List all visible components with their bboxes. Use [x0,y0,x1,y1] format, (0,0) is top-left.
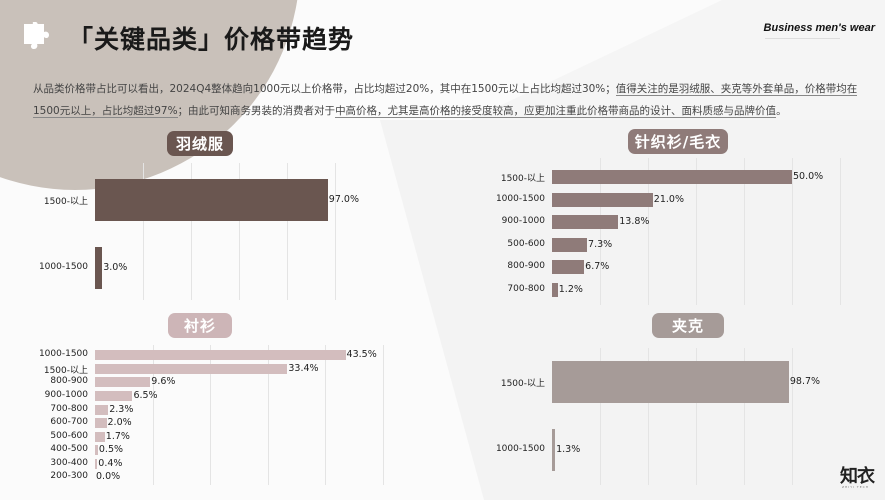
gridline [210,345,212,485]
gridline [152,345,154,485]
category-label: 1000-1500 [38,349,88,359]
bar [95,445,98,455]
gridline [143,163,144,300]
chart-title-pill: 针织衫/毛衣 [628,129,728,154]
bar [95,350,346,360]
bar [552,283,558,297]
description-text: 。 [776,105,787,117]
value-label: 43.5% [346,349,377,360]
gridline [792,348,793,485]
value-label: 13.8% [619,216,650,227]
category-label: 800-900 [50,376,88,386]
logo-subtitle: ZHIYI TECH [842,485,869,489]
value-label: 2.3% [109,403,134,415]
bar [552,429,556,471]
bar [95,391,133,401]
brand-divider [765,38,840,39]
value-label: 0.5% [98,444,124,455]
gridline [335,163,336,300]
brand-label: Business men's wear [763,22,875,34]
bar [552,361,789,403]
category-label: 1500-以上 [43,365,88,376]
logo: 知衣 [840,466,875,487]
gridline [648,348,649,485]
value-label: 50.0% [793,171,824,182]
category-label: 400-500 [50,444,88,454]
category-label: 200-300 [50,471,88,481]
description-text: ；由此可知商务男装的消费者对于 [177,105,336,117]
bar [95,418,107,428]
bar [95,377,151,387]
category-label: 700-800 [507,284,545,294]
gridline [696,158,697,305]
bar [95,431,105,442]
gridline [744,348,745,485]
category-label: 600-700 [50,417,88,427]
bar [95,363,288,374]
bar [95,458,98,469]
gridline [239,163,240,300]
bar [552,215,619,229]
description-text: 从品类价格带占比可以看出，2024Q4整体趋向1000元以上价格带，占比均超过2… [33,83,616,95]
value-label: 1.3% [556,444,581,455]
value-label: 21.0% [653,194,684,205]
gridline [792,158,793,305]
description-highlight: 中高价格，尤其是高价格的接受度较高，应更加注重此价格带商品的设计、面料质感与品牌… [335,105,777,118]
category-label: 1000-1500 [38,262,88,272]
value-label: 98.7% [789,376,821,387]
gridline [287,163,288,300]
value-label: 97.0% [328,194,359,205]
value-label: 1.7% [105,430,130,442]
puzzle-icon [24,22,49,49]
gridline [267,345,269,485]
category-label: 1500-以上 [43,197,88,207]
bar [552,193,653,207]
category-label: 800-900 [507,261,545,271]
value-label: 0.4% [98,457,123,469]
chart-title-pill: 夹克 [652,313,724,338]
bar [95,404,109,415]
value-label: 6.5% [133,390,158,401]
value-label: 7.3% [588,239,613,250]
description-paragraph: 从品类价格带占比可以看出，2024Q4整体趋向1000元以上价格带，占比均超过2… [33,78,863,122]
gridline [648,158,649,305]
category-label: 900-1000 [501,216,545,226]
value-label: 1.2% [558,284,583,295]
gridline [600,348,601,485]
category-label: 700-800 [50,403,88,414]
bar [95,247,103,289]
category-label: 1000-1500 [495,444,545,454]
bar [552,260,585,274]
value-label: 3.0% [103,262,128,273]
gridline [191,163,192,300]
gridline [325,345,327,485]
description-highlight: 值得关注的是羽绒服、夹克等外套单品，价格带均在1500元以上，占比均超过97% [33,83,858,118]
category-label: 900-1000 [44,390,88,400]
gridline [383,345,384,485]
page-title: 「关键品类」价格带趋势 [68,25,355,54]
gridline [696,348,697,485]
chart-title-pill: 衬衫 [168,313,232,338]
gridline [744,158,745,305]
gridline [600,158,601,305]
category-label: 1500-以上 [500,379,545,389]
category-label: 300-400 [50,457,88,468]
bar [95,179,328,221]
value-label: 6.7% [585,261,610,272]
value-label: 2.0% [107,417,132,428]
value-label: 0.0% [96,471,121,482]
value-label: 9.6% [151,376,176,387]
category-label: 1000-1500 [495,194,545,204]
value-label: 33.4% [288,362,319,374]
category-label: 500-600 [50,430,88,441]
chart-title-pill: 羽绒服 [167,131,233,156]
category-label: 500-600 [507,239,545,249]
bar [552,170,792,184]
bar [552,238,588,252]
gridline [840,158,841,305]
category-label: 1500-以上 [500,174,545,184]
